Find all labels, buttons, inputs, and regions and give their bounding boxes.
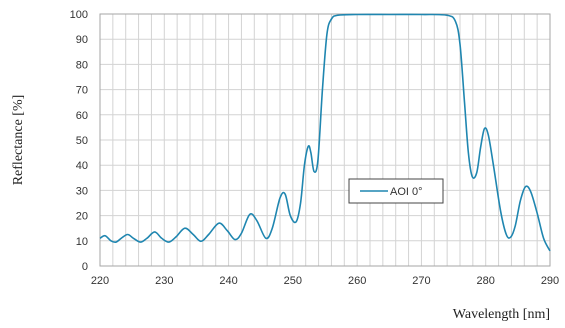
x-tick-labels: 220 230 240 250 260 270 280 290 [91,275,559,287]
x-tick-label: 220 [91,275,109,287]
x-axis-title: Wavelength [nm] [453,307,550,322]
y-tick-labels: 0 10 20 30 40 50 60 70 80 90 100 [70,9,88,273]
y-tick-label: 30 [76,185,88,197]
y-tick-label: 50 [76,135,88,147]
x-tick-label: 260 [348,275,366,287]
series-lines [99,13,551,252]
y-tick-label: 60 [76,110,88,122]
y-tick-label: 0 [82,261,88,273]
x-tick-label: 230 [155,275,173,287]
x-tick-label: 270 [412,275,430,287]
series-line-0 [99,13,551,252]
legend: AOI 0° [348,178,444,204]
x-tick-label: 250 [284,275,302,287]
y-tick-label: 70 [76,85,88,97]
y-axis-title: Reflectance [%] [11,95,26,186]
plot-border [99,13,551,267]
x-tick-label: 290 [541,275,559,287]
legend-label: AOI 0° [390,186,423,198]
y-tick-label: 80 [76,59,88,71]
y-tick-label: 90 [76,34,88,46]
y-tick-label: 40 [76,160,88,172]
y-tick-label: 20 [76,211,88,223]
x-tick-label: 280 [477,275,495,287]
y-tick-label: 10 [76,236,88,248]
y-tick-label: 100 [70,9,88,21]
x-tick-label: 240 [219,275,237,287]
